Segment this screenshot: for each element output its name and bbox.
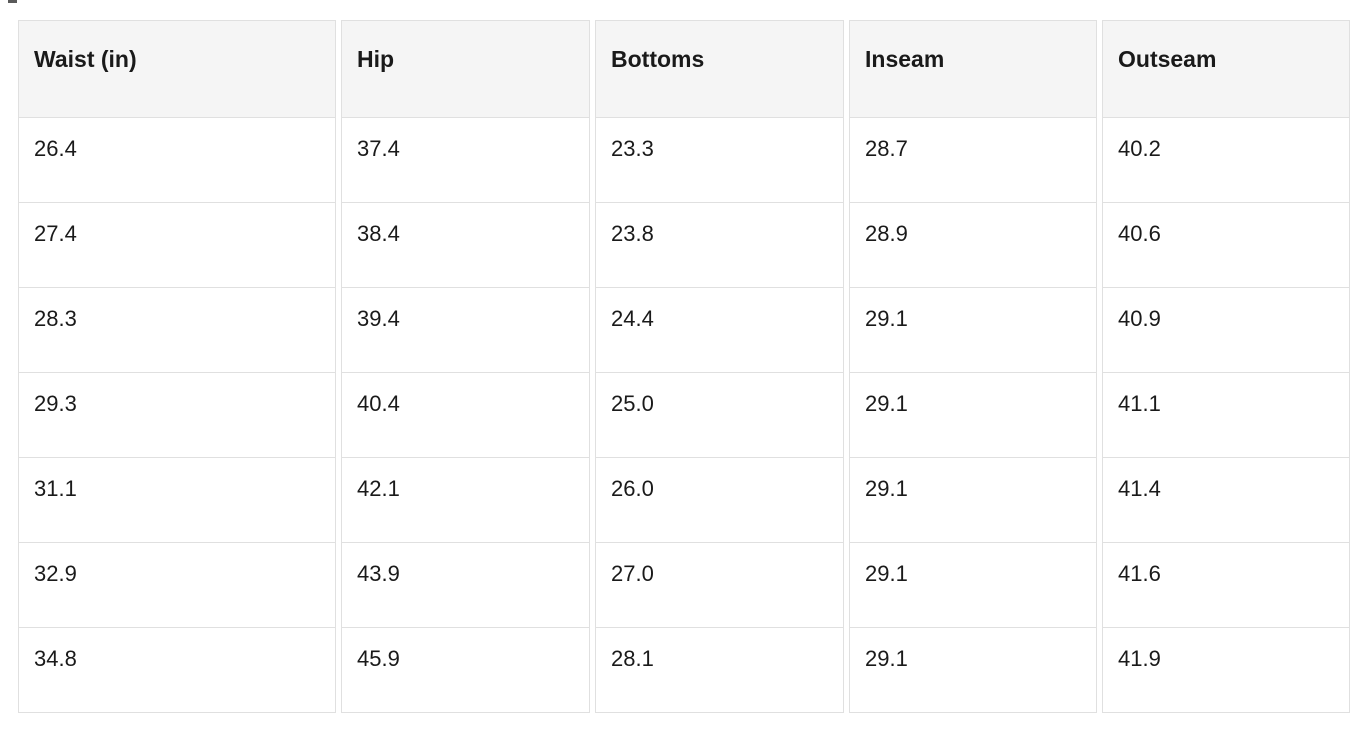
cell-hip: 45.9 xyxy=(341,628,590,713)
cell-inseam: 29.1 xyxy=(849,543,1097,628)
cell-hip: 40.4 xyxy=(341,373,590,458)
column-header-bottoms: Bottoms xyxy=(595,20,844,118)
cell-outseam: 41.9 xyxy=(1102,628,1350,713)
cell-inseam: 29.1 xyxy=(849,458,1097,543)
table-row: 29.3 40.4 25.0 29.1 41.1 xyxy=(18,373,1350,458)
header-row: Waist (in) Hip Bottoms Inseam Outseam xyxy=(18,20,1350,118)
cell-bottoms: 27.0 xyxy=(595,543,844,628)
table-row: 26.4 37.4 23.3 28.7 40.2 xyxy=(18,118,1350,203)
column-header-inseam: Inseam xyxy=(849,20,1097,118)
cell-hip: 37.4 xyxy=(341,118,590,203)
cell-bottoms: 23.8 xyxy=(595,203,844,288)
column-header-hip: Hip xyxy=(341,20,590,118)
cell-hip: 42.1 xyxy=(341,458,590,543)
cell-hip: 38.4 xyxy=(341,203,590,288)
cell-bottoms: 26.0 xyxy=(595,458,844,543)
cell-hip: 39.4 xyxy=(341,288,590,373)
table-row: 27.4 38.4 23.8 28.9 40.6 xyxy=(18,203,1350,288)
table-row: 32.9 43.9 27.0 29.1 41.6 xyxy=(18,543,1350,628)
cell-inseam: 28.7 xyxy=(849,118,1097,203)
cell-outseam: 41.1 xyxy=(1102,373,1350,458)
cell-bottoms: 24.4 xyxy=(595,288,844,373)
cell-outseam: 40.6 xyxy=(1102,203,1350,288)
cell-inseam: 29.1 xyxy=(849,373,1097,458)
size-chart-container: Waist (in) Hip Bottoms Inseam Outseam 26… xyxy=(13,20,1355,713)
table-row: 31.1 42.1 26.0 29.1 41.4 xyxy=(18,458,1350,543)
cell-waist: 27.4 xyxy=(18,203,336,288)
table-row: 34.8 45.9 28.1 29.1 41.9 xyxy=(18,628,1350,713)
size-chart-table: Waist (in) Hip Bottoms Inseam Outseam 26… xyxy=(13,20,1355,713)
cell-waist: 31.1 xyxy=(18,458,336,543)
cell-waist: 32.9 xyxy=(18,543,336,628)
cell-hip: 43.9 xyxy=(341,543,590,628)
cell-waist: 34.8 xyxy=(18,628,336,713)
cell-bottoms: 23.3 xyxy=(595,118,844,203)
cell-waist: 28.3 xyxy=(18,288,336,373)
cell-outseam: 41.4 xyxy=(1102,458,1350,543)
cell-inseam: 29.1 xyxy=(849,628,1097,713)
cell-inseam: 28.9 xyxy=(849,203,1097,288)
cell-waist: 29.3 xyxy=(18,373,336,458)
cell-waist: 26.4 xyxy=(18,118,336,203)
cell-outseam: 40.2 xyxy=(1102,118,1350,203)
cell-outseam: 41.6 xyxy=(1102,543,1350,628)
table-row: 28.3 39.4 24.4 29.1 40.9 xyxy=(18,288,1350,373)
cell-outseam: 40.9 xyxy=(1102,288,1350,373)
cell-bottoms: 28.1 xyxy=(595,628,844,713)
cell-bottoms: 25.0 xyxy=(595,373,844,458)
cell-inseam: 29.1 xyxy=(849,288,1097,373)
column-header-outseam: Outseam xyxy=(1102,20,1350,118)
cropped-content-fragment xyxy=(8,0,17,3)
column-header-waist: Waist (in) xyxy=(18,20,336,118)
